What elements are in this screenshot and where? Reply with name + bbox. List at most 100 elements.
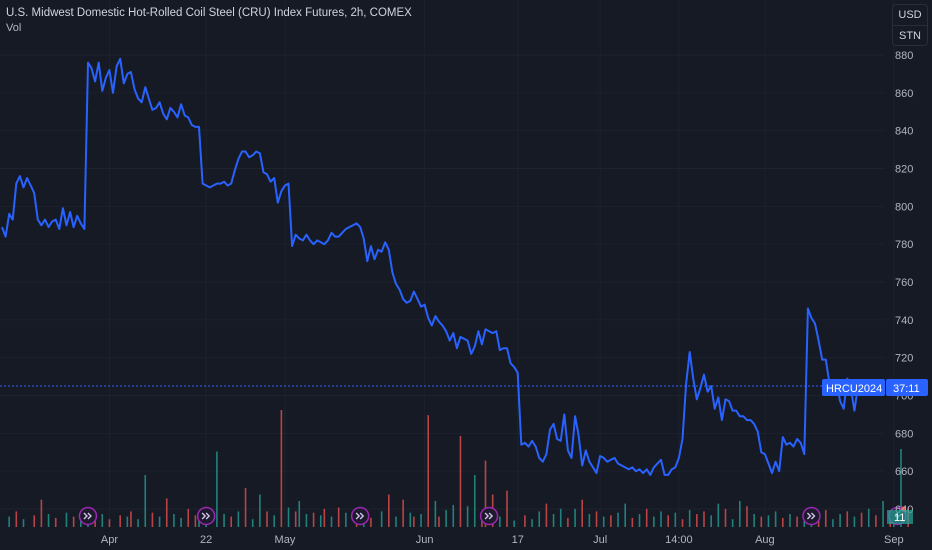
volume-bar bbox=[867, 508, 870, 527]
volume-bar bbox=[445, 510, 447, 527]
volume-bar bbox=[624, 503, 626, 527]
volume-bar bbox=[312, 512, 315, 527]
countdown-tag: 37:11 bbox=[893, 383, 920, 395]
volume-bar bbox=[581, 499, 584, 527]
volume-bar bbox=[653, 516, 655, 527]
dividend-event-icon[interactable] bbox=[196, 506, 216, 526]
dividend-event-icon[interactable] bbox=[479, 506, 499, 526]
x-tick-label: 22 bbox=[200, 534, 212, 546]
volume-bar bbox=[459, 436, 462, 527]
volume-bar bbox=[370, 517, 372, 527]
volume-bar bbox=[65, 512, 68, 527]
volume-bar bbox=[753, 514, 755, 527]
x-tick-label: Sep bbox=[884, 534, 904, 546]
volume-bar bbox=[173, 514, 175, 527]
volume-bar bbox=[15, 511, 18, 527]
volume-bar bbox=[294, 511, 297, 527]
volume-bar bbox=[395, 516, 397, 527]
price-series-line bbox=[1, 57, 859, 476]
volume-bar bbox=[79, 519, 82, 527]
volume-bar bbox=[413, 516, 415, 527]
volume-bar bbox=[137, 519, 139, 527]
volume-bar bbox=[409, 512, 412, 527]
volume-bar bbox=[22, 519, 25, 527]
price-axis[interactable]: 640660680700720740760780800820840860880 bbox=[895, 50, 913, 516]
volume-bar bbox=[434, 501, 437, 527]
y-tick-label: 660 bbox=[895, 466, 913, 478]
y-tick-label: 840 bbox=[895, 126, 913, 138]
volume-bar bbox=[774, 511, 777, 527]
volume-bar bbox=[126, 516, 129, 527]
volume-bar bbox=[323, 508, 326, 527]
volume-bar bbox=[54, 517, 57, 527]
volume-bar bbox=[588, 514, 591, 527]
volume-bar bbox=[158, 516, 161, 527]
volume-bar bbox=[337, 507, 340, 527]
volume-bar bbox=[875, 515, 877, 527]
volume-bar bbox=[427, 415, 430, 527]
volume-bar bbox=[402, 499, 404, 527]
chart-title: U.S. Midwest Domestic Hot-Rolled Coil St… bbox=[6, 7, 412, 19]
volume-bar bbox=[380, 511, 383, 527]
volume-bar bbox=[499, 516, 501, 527]
dividend-event-icon[interactable] bbox=[802, 506, 821, 526]
volume-tag-bg bbox=[887, 510, 913, 524]
volume-bar bbox=[832, 519, 834, 527]
y-tick-label: 820 bbox=[895, 164, 913, 176]
volume-bar bbox=[853, 516, 856, 527]
volume-bar bbox=[767, 515, 770, 527]
volume-bar bbox=[280, 410, 283, 527]
dividend-event-icon[interactable] bbox=[78, 506, 98, 526]
volume-bar bbox=[266, 511, 268, 527]
x-tick-label: Aug bbox=[755, 534, 775, 546]
volume-bar bbox=[860, 512, 863, 527]
volume-bar bbox=[674, 512, 677, 527]
y-tick-label: 800 bbox=[895, 201, 913, 213]
volume-bar bbox=[298, 501, 301, 527]
volume-bar bbox=[8, 516, 10, 527]
volume-bar bbox=[567, 517, 569, 527]
y-tick-label: 880 bbox=[895, 50, 913, 62]
volume-bar bbox=[273, 515, 276, 527]
volume-bar bbox=[101, 514, 104, 527]
volume-bar bbox=[703, 511, 705, 527]
volume-bar bbox=[216, 451, 218, 527]
x-tick-label: 14:00 bbox=[665, 534, 693, 546]
y-tick-label: 780 bbox=[895, 239, 913, 251]
currency-divider bbox=[893, 25, 927, 26]
volume-bar bbox=[638, 514, 641, 527]
volume-bar bbox=[552, 514, 555, 527]
x-tick-label: Jun bbox=[416, 534, 434, 546]
time-axis[interactable]: Apr 22 May Jun 17 Jul 14:00 Aug Sep bbox=[101, 534, 904, 546]
volume-bar bbox=[33, 515, 36, 527]
unit-button[interactable]: STN bbox=[899, 30, 921, 42]
volume-bar bbox=[72, 516, 75, 527]
volume-bar bbox=[513, 520, 515, 527]
volume-bar bbox=[531, 519, 533, 527]
volume-bar bbox=[345, 512, 347, 527]
last-price-tag: HRCU2024 37:11 bbox=[822, 379, 928, 396]
symbol-tag-bg bbox=[822, 379, 885, 396]
y-tick-label: 860 bbox=[895, 88, 913, 100]
volume-bar bbox=[108, 519, 111, 527]
volume-bar bbox=[731, 519, 734, 527]
volume-bar bbox=[194, 515, 197, 527]
volume-bar bbox=[839, 514, 841, 527]
y-tick-label: 680 bbox=[895, 428, 913, 440]
volume-bar bbox=[230, 516, 233, 527]
currency-button[interactable]: USD bbox=[898, 9, 922, 21]
volume-bar bbox=[631, 517, 634, 527]
x-tick-label: 17 bbox=[512, 534, 524, 546]
dividend-event-icon[interactable] bbox=[350, 506, 370, 526]
volume-bar bbox=[617, 512, 619, 527]
volume-bar bbox=[595, 511, 598, 527]
volume-bar bbox=[696, 514, 698, 527]
volume-bar bbox=[305, 514, 308, 527]
currency-unit-menu[interactable]: USD STN bbox=[892, 4, 928, 46]
volume-bar bbox=[187, 508, 190, 527]
volume-bar bbox=[846, 511, 849, 527]
volume-bar bbox=[681, 519, 684, 527]
volume-bar bbox=[237, 511, 240, 527]
volume-bar bbox=[789, 514, 791, 527]
